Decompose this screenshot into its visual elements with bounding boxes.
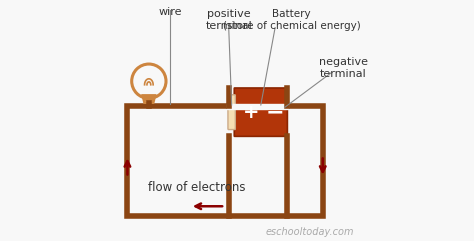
FancyBboxPatch shape xyxy=(228,95,235,130)
Text: Battery
(store of chemical energy): Battery (store of chemical energy) xyxy=(223,8,361,31)
Text: flow of electrons: flow of electrons xyxy=(148,181,245,194)
Text: +: + xyxy=(243,103,260,122)
Text: wire: wire xyxy=(158,7,182,17)
Text: eschooltoday.com: eschooltoday.com xyxy=(265,227,354,237)
FancyBboxPatch shape xyxy=(233,87,288,137)
Text: negative
terminal: negative terminal xyxy=(319,57,367,79)
FancyBboxPatch shape xyxy=(235,89,287,135)
Text: −: − xyxy=(266,102,284,122)
Text: positive
terminal: positive terminal xyxy=(205,8,252,31)
